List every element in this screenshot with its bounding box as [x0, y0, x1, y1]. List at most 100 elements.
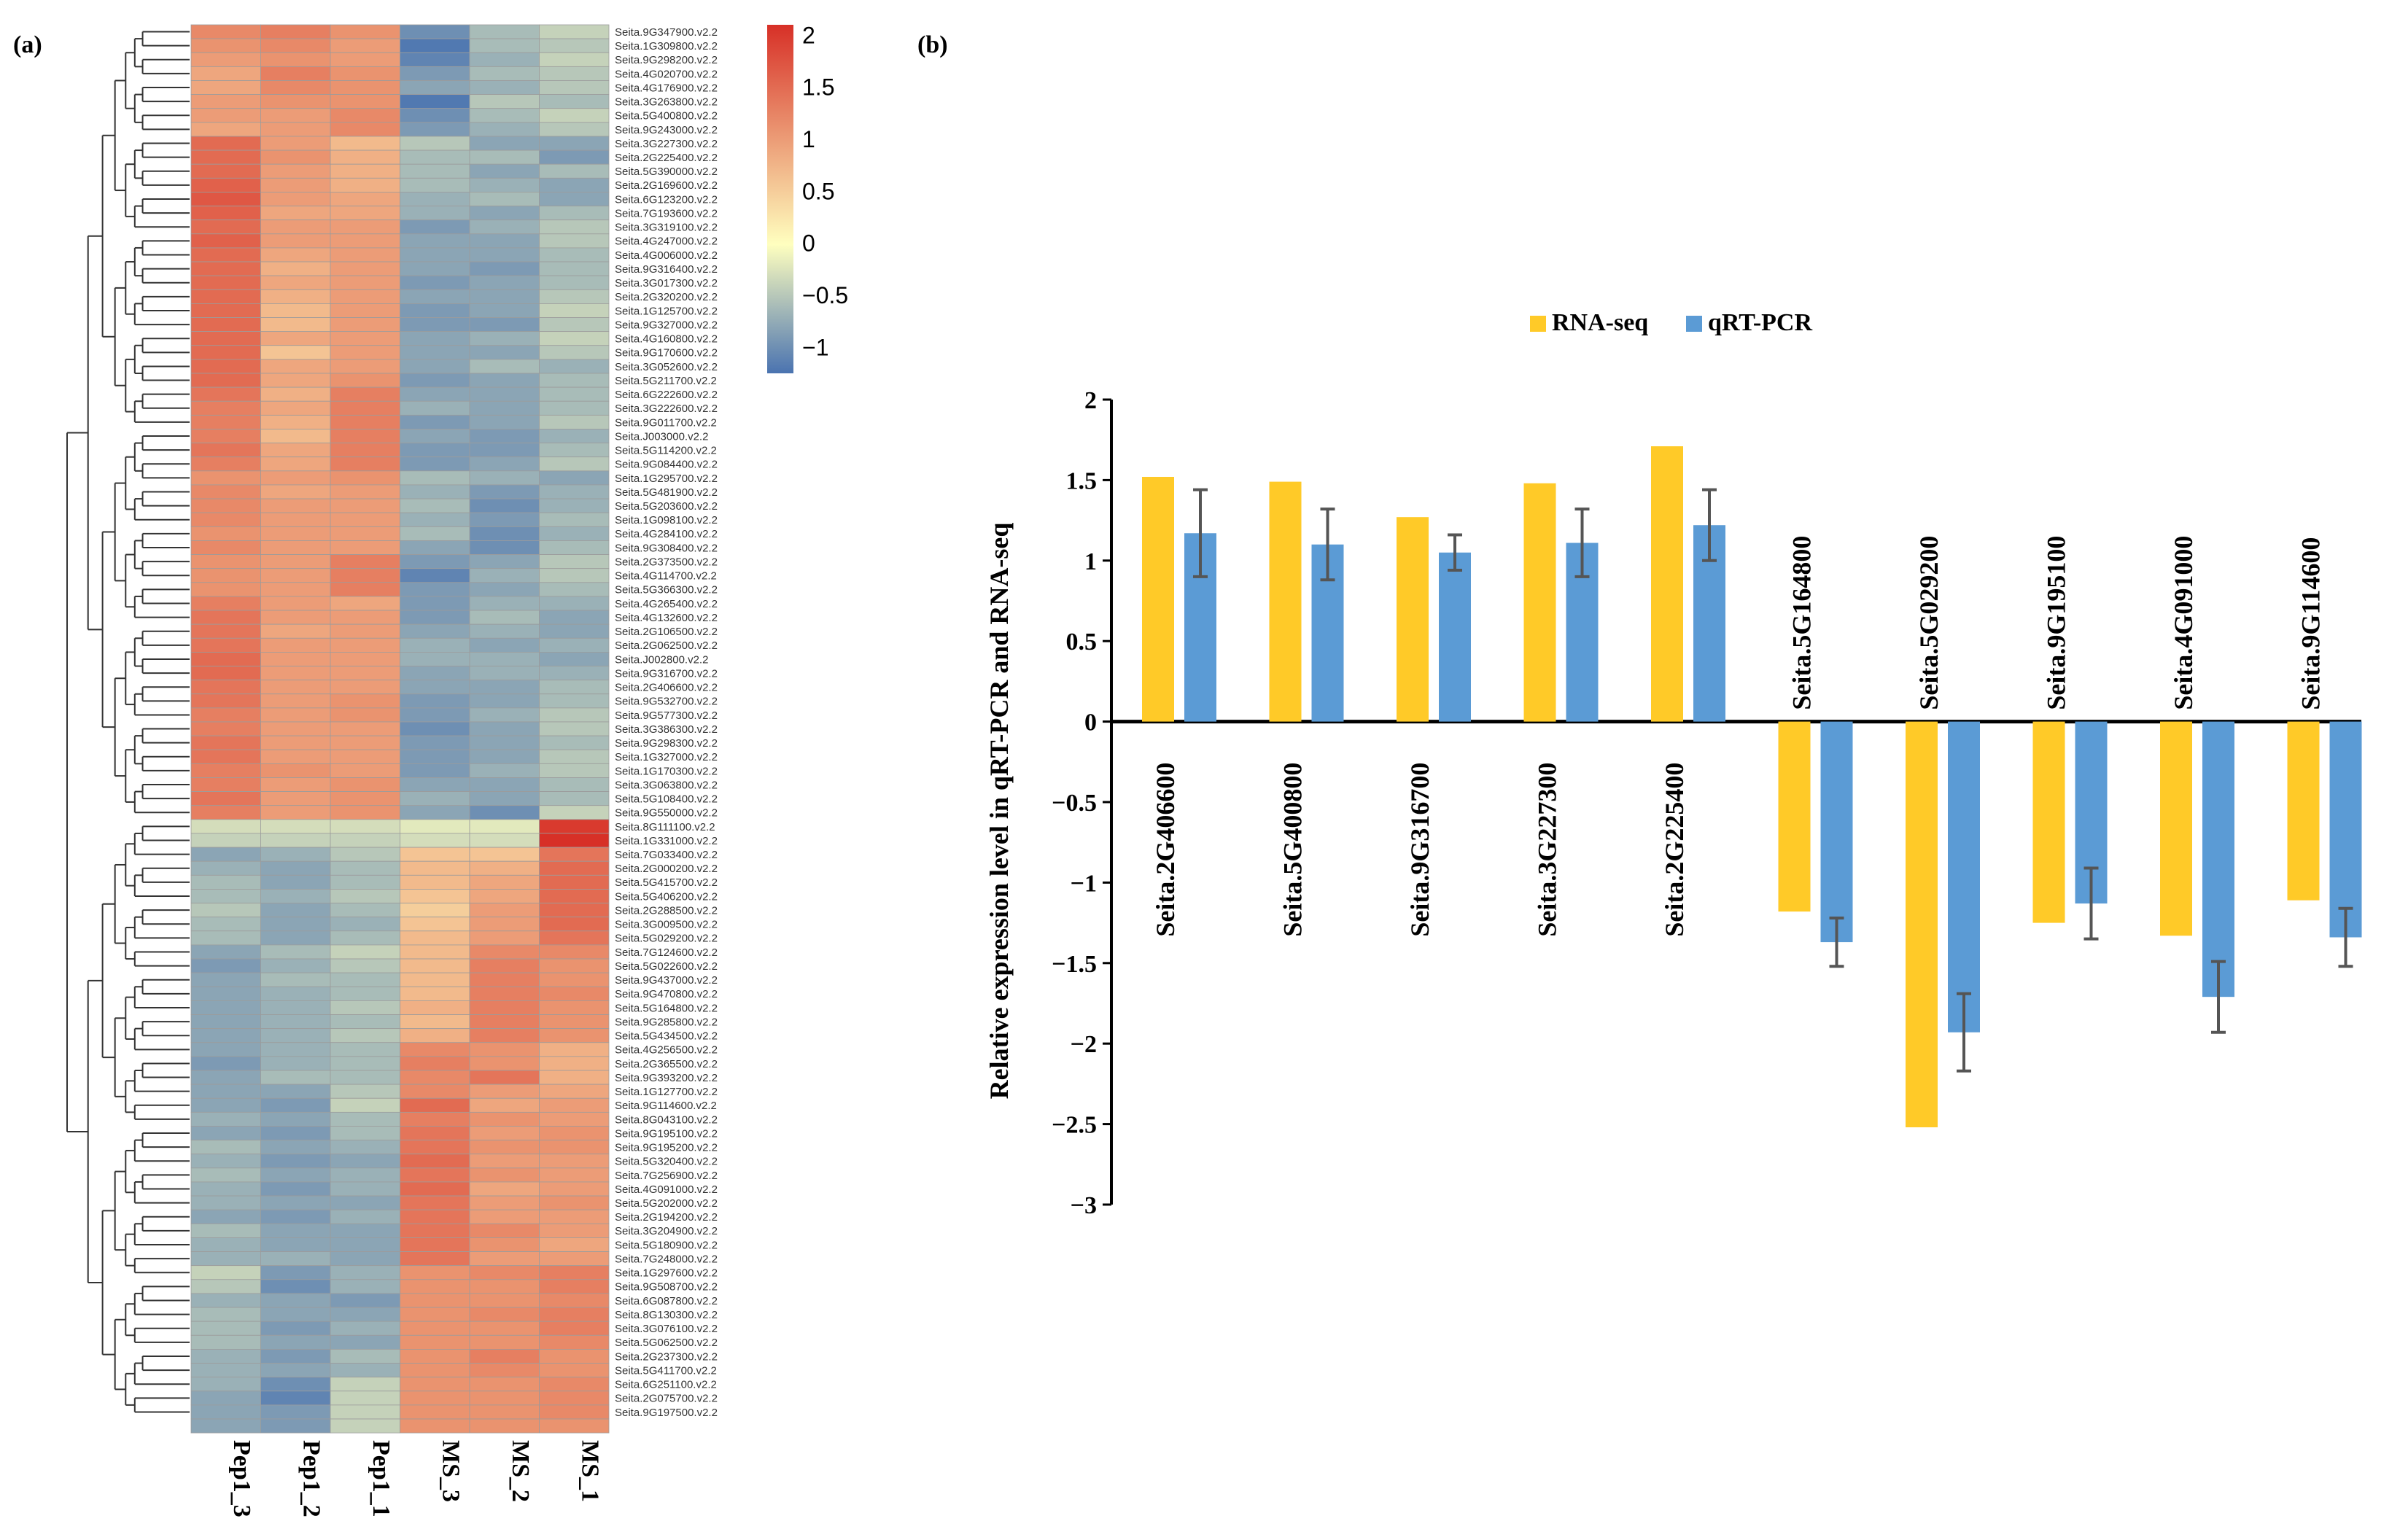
heatmap-cell	[469, 512, 540, 527]
heatmap-cell	[469, 289, 540, 304]
gene-label: Seita.6G222600.v2.2	[615, 389, 718, 401]
heatmap-cell	[400, 386, 470, 402]
heatmap-cell	[260, 317, 331, 332]
sample-label: Pep1_3	[228, 1440, 255, 1517]
heatmap-cell	[539, 24, 610, 39]
heatmap-cell	[539, 554, 610, 569]
heatmap-cell	[469, 331, 540, 346]
heatmap-cell	[260, 930, 331, 946]
heatmap-cell	[400, 192, 470, 206]
heatmap-cell	[330, 108, 400, 123]
sample-labels: Pep1_3 Pep1_2 Pep1_1 MS_3 MS_2 MS_1	[228, 1440, 604, 1517]
heatmap-cell	[330, 1363, 400, 1378]
heatmap-cell	[260, 707, 331, 723]
heatmap-cell	[330, 1167, 400, 1183]
heatmap-cell	[400, 1404, 470, 1420]
heatmap-cell	[330, 582, 400, 597]
heatmap-cell	[400, 94, 470, 109]
heatmap-cell	[469, 373, 540, 388]
heatmap-cell	[190, 540, 261, 555]
heatmap-cell	[539, 1154, 610, 1169]
heatmap-cell	[539, 666, 610, 681]
heatmap-cell	[260, 944, 331, 960]
heatmap-cell	[469, 763, 540, 778]
heatmap-cell	[330, 1251, 400, 1267]
heatmap-cell	[539, 903, 610, 918]
heatmap-cell	[469, 860, 540, 876]
heatmap-cell	[260, 149, 331, 165]
heatmap-cell	[330, 666, 400, 681]
heatmap-cell	[190, 680, 261, 695]
heatmap-cell	[260, 303, 331, 318]
y-tick-label: −1	[1071, 870, 1097, 897]
heatmap-cell	[400, 261, 470, 276]
heatmap-cell	[469, 1377, 540, 1392]
gene-label: Seita.9G550000.v2.2	[615, 807, 718, 820]
gene-label: Seita.1G125700.v2.2	[615, 305, 718, 317]
heatmap-cell	[330, 735, 400, 750]
heatmap-cell	[469, 666, 540, 681]
heatmap-cell	[539, 1126, 610, 1140]
gene-label: Seita.9G316400.v2.2	[615, 263, 718, 276]
y-tick-label: 1	[1084, 548, 1097, 575]
gene-label: Seita.7G124600.v2.2	[615, 946, 718, 959]
heatmap-cell	[539, 1028, 610, 1043]
heatmap-cell	[330, 498, 400, 513]
heatmap-cell	[539, 94, 610, 109]
heatmap-cell	[400, 1418, 470, 1434]
heatmap-cell	[330, 1097, 400, 1113]
heatmap-cell	[469, 1097, 540, 1113]
heatmap-cell	[330, 693, 400, 709]
heatmap-cell	[469, 206, 540, 221]
heatmap-cell	[260, 443, 331, 458]
heatmap-cell	[330, 903, 400, 918]
heatmap-cell	[330, 373, 400, 388]
heatmap-cell	[190, 610, 261, 625]
gene-label: Seita.5G481900.v2.2	[615, 486, 718, 499]
panel-a-label: (a)	[13, 31, 42, 58]
heatmap-cell	[260, 359, 331, 374]
bar-rna-seq	[1397, 517, 1429, 722]
heatmap-cell	[539, 317, 610, 332]
heatmap-cell	[539, 1321, 610, 1336]
heatmap-cell	[260, 192, 331, 206]
heatmap-cell	[539, 540, 610, 555]
gene-label: Seita.J003000.v2.2	[615, 430, 708, 443]
heatmap-cell	[400, 623, 470, 639]
gene-label: Seita.9G084400.v2.2	[615, 459, 718, 471]
gene-label: Seita.3G263800.v2.2	[615, 96, 718, 109]
heatmap-cell	[400, 1167, 470, 1183]
heatmap-cell	[190, 206, 261, 221]
heatmap-cell	[260, 122, 331, 137]
gene-label: Seita.2G194200.v2.2	[615, 1211, 718, 1224]
heatmap-cell	[539, 735, 610, 750]
heatmap-cell	[539, 80, 610, 96]
gene-label: Seita.9G532700.v2.2	[615, 696, 718, 708]
heatmap-cell	[469, 749, 540, 764]
heatmap-cell	[400, 400, 470, 416]
heatmap-cell	[330, 122, 400, 137]
heatmap-cell	[260, 1028, 331, 1043]
heatmap-cell	[330, 1181, 400, 1197]
heatmap-cell	[469, 24, 540, 39]
heatmap-cell	[260, 331, 331, 346]
heatmap-cell	[400, 1377, 470, 1392]
heatmap-cell	[330, 177, 400, 192]
heatmap-cell	[400, 219, 470, 235]
legend-label-qrt-pcr: qRT-PCR	[1708, 309, 1812, 336]
heatmap-cell	[190, 359, 261, 374]
heatmap-cell	[260, 177, 331, 192]
heatmap-cell	[260, 652, 331, 666]
heatmap-cell	[469, 66, 540, 81]
heatmap-cell	[400, 847, 470, 862]
gene-label: Seita.5G114200.v2.2	[615, 445, 717, 457]
heatmap-grid	[190, 24, 610, 1434]
category-label: Seita.9G114600	[2296, 537, 2326, 710]
heatmap-cell	[330, 1321, 400, 1336]
heatmap-cell	[539, 359, 610, 374]
heatmap-cell	[330, 860, 400, 876]
heatmap-cell	[539, 652, 610, 666]
heatmap-cell	[400, 1223, 470, 1238]
heatmap-cell	[190, 261, 261, 276]
heatmap-cell	[469, 652, 540, 666]
